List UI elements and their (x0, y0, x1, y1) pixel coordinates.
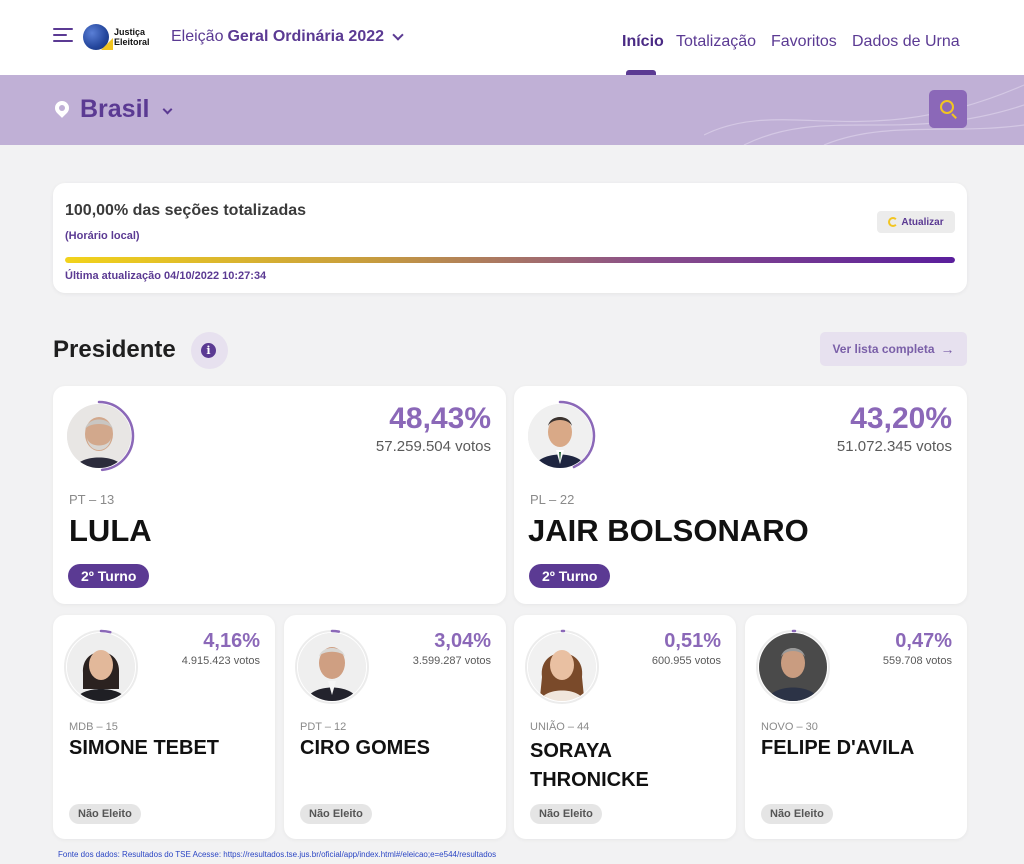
election-selector[interactable]: Eleição Geral Ordinária 2022 (171, 28, 404, 46)
party-number: NOVO – 30 (761, 721, 818, 733)
election-name: Geral Ordinária 2022 (227, 28, 385, 45)
avatar (759, 633, 827, 701)
nav-dados-de-urna[interactable]: Dados de Urna (852, 33, 960, 50)
location-band: Brasil (0, 75, 1024, 145)
nav-inicio[interactable]: Início (622, 33, 664, 50)
top-bar: Justiça Eleitoral Eleição Geral Ordinári… (0, 0, 1024, 75)
candidate-name: JAIR BOLSONARO (528, 513, 809, 548)
candidate-card-lula[interactable]: 48,43% 57.259.504 votos PT – 13 LULA 2º … (53, 386, 506, 604)
vote-percentage: 0,47% (895, 630, 952, 652)
vote-share-ring (524, 400, 596, 472)
candidate-name: LULA (69, 513, 152, 548)
vote-count: 3.599.287 votos (412, 655, 491, 667)
vote-share-ring (63, 400, 135, 472)
candidate-name: CIRO GOMES (300, 737, 431, 759)
info-icon: i (201, 343, 216, 358)
vote-count: 600.955 votos (651, 655, 721, 667)
candidate-name: FELIPE D'AVILA (761, 737, 915, 759)
vote-share-ring (294, 629, 370, 705)
avatar (528, 404, 592, 468)
status-badge: Não Eleito (761, 804, 833, 824)
status-badge: 2º Turno (68, 564, 150, 588)
election-prefix: Eleição (171, 28, 224, 45)
status-badge: Não Eleito (530, 804, 602, 824)
vote-share-ring (63, 629, 139, 705)
candidate-card-bolsonaro[interactable]: 43,20% 51.072.345 votos PL – 22 JAIR BOL… (514, 386, 967, 604)
info-button[interactable]: i (191, 332, 228, 369)
last-update: Última atualização 04/10/2022 10:27:34 (65, 270, 267, 282)
arrow-right-icon: → (940, 341, 955, 357)
full-list-label: Ver lista completa (832, 342, 935, 356)
nav-favoritos[interactable]: Favoritos (771, 33, 837, 50)
party-number: MDB – 15 (69, 721, 118, 733)
progress-fill (65, 257, 955, 263)
avatar (528, 633, 596, 701)
candidate-name: SORAYA THRONICKE (530, 737, 649, 795)
full-list-button[interactable]: Ver lista completa → (820, 332, 967, 366)
party-number: PT – 13 (69, 492, 115, 507)
vote-percentage: 3,04% (434, 630, 491, 652)
globe-logo-icon (83, 24, 109, 50)
vote-count: 4.915.423 votos (181, 655, 260, 667)
party-number: UNIÃO – 44 (530, 721, 590, 733)
vote-count: 559.708 votos (882, 655, 952, 667)
vote-share-ring (524, 629, 600, 705)
hamburger-icon[interactable] (53, 28, 73, 44)
data-source-footnote[interactable]: Fonte dos dados: Resultados do TSE Acess… (58, 850, 497, 859)
vote-percentage: 48,43% (389, 402, 491, 435)
progress-bar (65, 257, 955, 263)
candidate-card-davila[interactable]: 0,47% 559.708 votos NOVO – 30 FELIPE D'A… (745, 615, 967, 839)
candidate-card-tebet[interactable]: 4,16% 4.915.423 votos MDB – 15 SIMONE TE… (53, 615, 275, 839)
logo-text: Justiça Eleitoral (114, 27, 150, 47)
active-nav-indicator (626, 70, 656, 75)
chevron-down-icon[interactable] (162, 104, 173, 115)
totalization-status-card: 100,00% das seções totalizadas (Horário … (53, 183, 967, 293)
location-title[interactable]: Brasil (80, 95, 150, 123)
candidate-name: SIMONE TEBET (69, 737, 220, 759)
vote-percentage: 4,16% (203, 630, 260, 652)
search-button[interactable] (929, 90, 967, 128)
party-number: PL – 22 (530, 492, 575, 507)
candidate-name-line1: SORAYA (530, 740, 612, 762)
status-badge: 2º Turno (529, 564, 611, 588)
justica-eleitoral-logo[interactable]: Justiça Eleitoral (83, 22, 150, 52)
vote-percentage: 0,51% (664, 630, 721, 652)
vote-share-ring (755, 629, 831, 705)
candidate-name-line2: THRONICKE (530, 769, 649, 791)
vote-count: 51.072.345 votos (836, 438, 952, 455)
avatar (298, 633, 366, 701)
refresh-icon (888, 217, 899, 227)
section-title: Presidente (53, 336, 176, 363)
status-badge: Não Eleito (300, 804, 372, 824)
party-number: PDT – 12 (300, 721, 347, 733)
refresh-label: Atualizar (901, 216, 944, 228)
candidate-card-ciro[interactable]: 3,04% 3.599.287 votos PDT – 12 CIRO GOME… (284, 615, 506, 839)
status-badge: Não Eleito (69, 804, 141, 824)
chevron-down-icon (392, 28, 404, 41)
status-title: 100,00% das seções totalizadas (65, 202, 307, 219)
candidate-card-soraya[interactable]: 0,51% 600.955 votos UNIÃO – 44 SORAYA TH… (514, 615, 736, 839)
vote-percentage: 43,20% (850, 402, 952, 435)
vote-count: 57.259.504 votos (375, 438, 491, 455)
status-subtitle: (Horário local) (65, 230, 140, 242)
refresh-button[interactable]: Atualizar (877, 211, 955, 233)
avatar (67, 404, 131, 468)
map-pin-icon (52, 98, 72, 118)
decorative-waves (704, 84, 1024, 145)
nav-totalizacao[interactable]: Totalização (676, 33, 757, 50)
avatar (67, 633, 135, 701)
